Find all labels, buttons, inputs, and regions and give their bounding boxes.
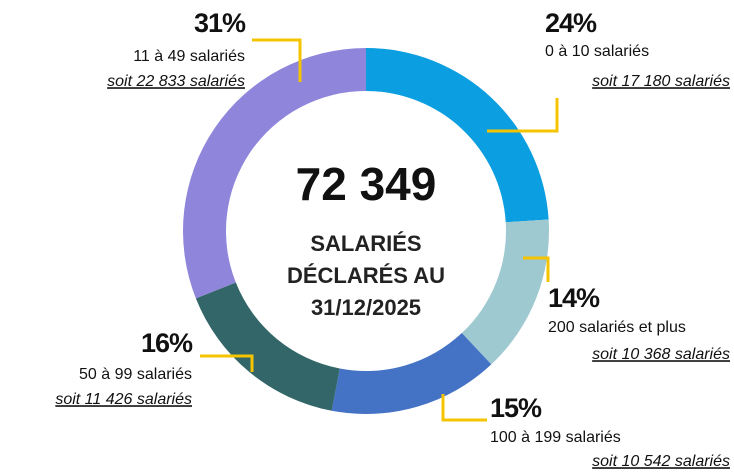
percent-label: 31% bbox=[194, 8, 246, 38]
leader-line bbox=[487, 98, 559, 133]
count-label: soit 22 833 salariés bbox=[107, 73, 245, 90]
leader-line bbox=[523, 256, 550, 282]
donut-segment bbox=[182, 48, 366, 299]
center-total: 72 349 bbox=[296, 158, 437, 210]
center-label: DÉCLARÉS AU bbox=[287, 263, 445, 288]
donut-segment bbox=[461, 219, 549, 365]
percent-label: 15% bbox=[490, 393, 542, 423]
donut-segment bbox=[195, 282, 340, 411]
center-label: SALARIÉS bbox=[310, 231, 421, 256]
donut-segment bbox=[366, 48, 549, 223]
category-label: 11 à 49 salariés bbox=[133, 48, 245, 65]
percent-label: 24% bbox=[545, 8, 597, 38]
count-label: soit 10 368 salariés bbox=[592, 346, 730, 363]
count-label: soit 17 180 salariés bbox=[592, 73, 730, 90]
count-label: soit 10 542 salariés bbox=[592, 453, 730, 470]
category-label: 200 salariés et plus bbox=[548, 319, 686, 336]
leader-line bbox=[441, 394, 487, 422]
donut-segment bbox=[331, 333, 492, 414]
center-label: 31/12/2025 bbox=[311, 295, 421, 320]
count-label: soit 11 426 salariés bbox=[55, 391, 192, 408]
category-label: 0 à 10 salariés bbox=[545, 43, 649, 60]
leader-line bbox=[252, 38, 302, 82]
category-label: 50 à 99 salariés bbox=[79, 366, 192, 383]
percent-label: 14% bbox=[548, 283, 600, 313]
category-label: 100 à 199 salariés bbox=[490, 429, 621, 446]
leader-line bbox=[200, 354, 254, 372]
percent-label: 16% bbox=[141, 328, 193, 358]
